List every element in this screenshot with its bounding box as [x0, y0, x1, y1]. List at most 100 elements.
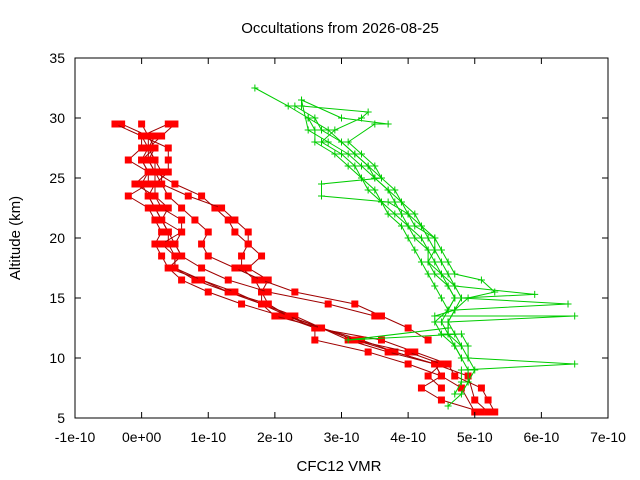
data-point [231, 288, 239, 296]
data-point [357, 114, 365, 122]
data-point [444, 306, 452, 314]
data-point [464, 294, 472, 302]
data-point [431, 246, 439, 254]
data-point [338, 138, 345, 146]
data-point [151, 192, 159, 200]
data-point [151, 180, 159, 188]
data-point [171, 120, 179, 128]
data-point [158, 180, 166, 188]
data-point [151, 132, 159, 140]
data-point [391, 198, 399, 206]
data-point [431, 360, 439, 368]
data-point [164, 156, 172, 164]
chart-title: Occultations from 2026-08-25 [241, 20, 439, 37]
data-point [451, 270, 459, 278]
x-tick-label: 5e-10 [457, 429, 493, 445]
x-tick-label: -1e-10 [55, 429, 96, 445]
data-point [258, 300, 266, 308]
data-point [477, 384, 485, 392]
data-point [158, 168, 166, 176]
data-point [124, 156, 132, 164]
data-point [391, 348, 399, 356]
data-point [244, 228, 252, 236]
data-point [138, 156, 146, 164]
y-tick-label: 25 [49, 170, 65, 186]
data-point [464, 366, 472, 374]
data-point [397, 222, 405, 230]
data-point [384, 348, 392, 356]
data-point [417, 234, 425, 242]
data-point [444, 360, 452, 368]
data-point [144, 156, 152, 164]
data-point [138, 144, 146, 152]
data-point [484, 408, 492, 416]
data-point [444, 270, 452, 278]
data-point [204, 228, 212, 236]
data-point [404, 234, 412, 242]
data-point [451, 390, 459, 398]
data-point [384, 120, 392, 128]
x-axis-label: CFC12 VMR [296, 458, 381, 475]
data-point [171, 264, 179, 272]
data-point [464, 378, 472, 386]
data-point [411, 348, 419, 356]
data-point [437, 270, 445, 278]
data-point [158, 252, 166, 260]
data-point [431, 234, 439, 242]
data-point [191, 216, 199, 224]
data-point [158, 240, 166, 248]
data-point [251, 84, 259, 92]
series-line [147, 136, 443, 389]
data-point [471, 396, 479, 404]
axis-ticks: -1e-10 0e+00 1e-10 2e-10 3e-10 4e-10 5e-10 6e-1… [49, 50, 626, 445]
data-point [357, 336, 365, 344]
data-point [258, 252, 266, 260]
data-point [164, 264, 172, 272]
x-tick-label: 3e-10 [324, 429, 360, 445]
data-point [417, 258, 425, 266]
data-point [324, 300, 332, 308]
data-point [198, 240, 206, 248]
series-line [141, 123, 442, 377]
data-point [384, 210, 392, 218]
data-point [457, 330, 465, 338]
data-point [144, 168, 152, 176]
data-point [311, 324, 319, 332]
data-point [318, 324, 326, 332]
data-point [164, 168, 172, 176]
data-point [124, 192, 132, 200]
data-point [431, 270, 439, 278]
data-point [284, 102, 292, 110]
data-point [444, 282, 452, 290]
data-point [404, 222, 412, 230]
data-point [238, 300, 246, 308]
data-point [231, 216, 239, 224]
data-point [164, 192, 172, 200]
data-point [318, 192, 326, 200]
data-point [144, 192, 152, 200]
data-point [404, 348, 412, 356]
data-point [118, 120, 126, 128]
data-point [178, 228, 186, 236]
data-point [384, 198, 392, 206]
data-point [151, 216, 159, 224]
y-tick-label: 35 [49, 50, 65, 66]
data-point [371, 186, 379, 194]
x-tick-label: 1e-10 [190, 429, 226, 445]
data-point [431, 258, 439, 266]
data-point [298, 102, 306, 110]
data-point [151, 144, 159, 152]
data-point [218, 204, 226, 212]
y-tick-label: 20 [49, 230, 65, 246]
data-point [357, 174, 365, 182]
data-point [131, 180, 139, 188]
data-point [424, 258, 432, 266]
data-point [411, 234, 419, 242]
data-point [191, 276, 199, 284]
data-point [397, 210, 405, 218]
y-tick-label: 10 [49, 350, 65, 366]
y-tick-label: 15 [49, 290, 65, 306]
data-point [311, 336, 319, 344]
data-point [471, 366, 479, 374]
data-point [178, 252, 186, 260]
